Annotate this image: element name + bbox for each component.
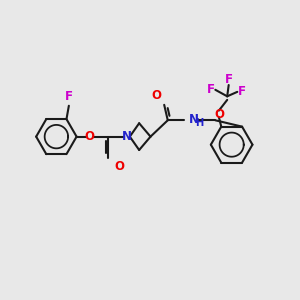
- Text: N: N: [189, 113, 199, 126]
- Text: F: F: [65, 90, 73, 103]
- Text: F: F: [238, 85, 245, 98]
- Text: H: H: [195, 118, 203, 128]
- Text: O: O: [152, 89, 162, 102]
- Text: N: N: [122, 130, 132, 143]
- Text: O: O: [114, 160, 124, 172]
- Text: O: O: [84, 130, 94, 143]
- Text: F: F: [225, 73, 233, 86]
- Text: F: F: [207, 83, 215, 96]
- Text: O: O: [214, 108, 224, 121]
